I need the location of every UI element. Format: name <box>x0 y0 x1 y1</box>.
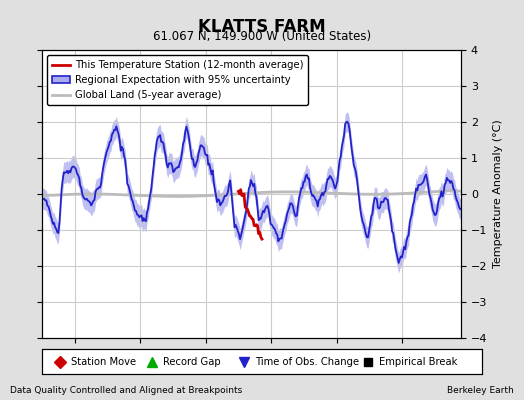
Text: KLATTS FARM: KLATTS FARM <box>198 18 326 36</box>
Text: Data Quality Controlled and Aligned at Breakpoints: Data Quality Controlled and Aligned at B… <box>10 386 243 395</box>
Legend: This Temperature Station (12-month average), Regional Expectation with 95% uncer: This Temperature Station (12-month avera… <box>47 55 309 105</box>
Text: Berkeley Earth: Berkeley Earth <box>447 386 514 395</box>
Text: Station Move: Station Move <box>71 357 136 366</box>
Text: Empirical Break: Empirical Break <box>379 357 457 366</box>
Text: Record Gap: Record Gap <box>163 357 221 366</box>
Text: 61.067 N, 149.900 W (United States): 61.067 N, 149.900 W (United States) <box>153 30 371 43</box>
Y-axis label: Temperature Anomaly (°C): Temperature Anomaly (°C) <box>493 120 503 268</box>
Text: Time of Obs. Change: Time of Obs. Change <box>255 357 359 366</box>
